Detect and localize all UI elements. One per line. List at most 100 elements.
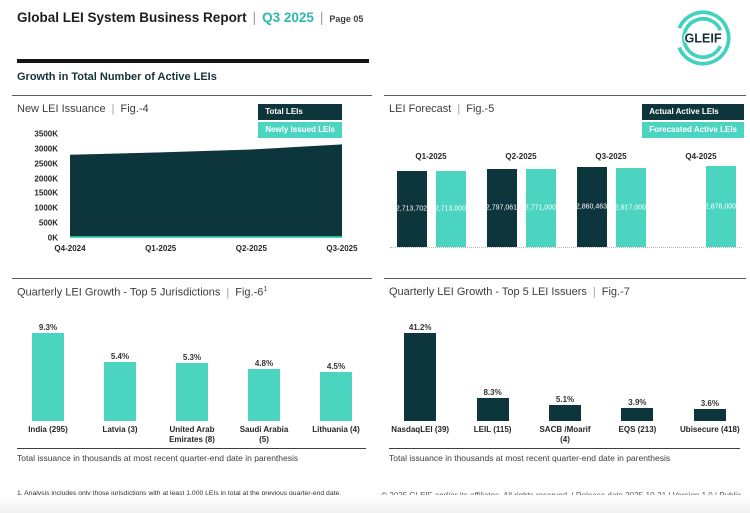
bar-value-label: 2,878,000	[704, 203, 737, 211]
title-separator: |	[111, 103, 115, 115]
y-axis-tick: 3500K	[34, 129, 58, 139]
bar-column: 3.9%	[601, 323, 673, 421]
bar-value-label: 3.9%	[628, 398, 647, 408]
chart-title-text: New LEI Issuance	[17, 103, 106, 115]
legend-fig5: Actual Active LEIs Forecasted Active LEIs	[642, 104, 744, 138]
bar-value-label: 9.3%	[38, 323, 58, 332]
bar-column: 5.4%	[84, 323, 156, 421]
bar-latvia-3-	[104, 362, 136, 421]
bar-value-label: 4.8%	[254, 358, 274, 368]
bar-actual-active-leis: 2,860,463	[575, 166, 608, 247]
bar-forecasted-active-leis: 2,817,000	[614, 168, 647, 247]
bar-value-label: 2,797,061	[485, 204, 518, 212]
bar-column: 5.3%	[156, 323, 228, 421]
bar-group-bars: 2,797,061 2,771,000	[480, 164, 562, 247]
category-axis-fig6: India (295) Latvia (3) United Arab Emirate…	[12, 425, 372, 445]
category-label: Lithuania (4)	[312, 425, 360, 434]
bar-value-label: 3.6%	[700, 398, 719, 408]
x-axis: Q4-2024 Q1-2025 Q2-2025 Q3-2025	[54, 244, 357, 256]
bar-column: 4.8%	[228, 323, 300, 421]
category-label: Ubisecure (418)	[680, 425, 740, 434]
category-label: EQS (213)	[618, 425, 657, 434]
bar-group-label: Q2-2025	[505, 152, 537, 161]
header-separator: |	[319, 10, 324, 25]
area-series-total-leis	[70, 144, 342, 238]
bar-column: 9.3%	[12, 323, 84, 421]
bar-actual-active-leis: 2,713,702	[396, 171, 427, 247]
category-label: SACB /Moarif (4)	[539, 425, 591, 444]
chart-title-text: Quarterly LEI Growth - Top 5 LEI Issuers	[389, 286, 587, 298]
bar-chart-fig6: 9.3% 5.4% 5.3% 4.8% 4.5%	[12, 323, 372, 421]
bar-group-label: Q1-2025	[415, 152, 447, 161]
analysis-footnote: 1. Analysis includes only those jurisdic…	[17, 490, 342, 497]
bar-lithuania-4-	[320, 371, 352, 421]
grouped-bar-chart-fig5: Q1-2025 2,713,702 2,713,000 Q2-2025 2,797,06…	[390, 152, 742, 248]
category-label: NasdaqLEI (39)	[391, 425, 450, 434]
bar-group-q4-2025: Q4-2025 2,878,000	[660, 152, 742, 247]
category-label: India (295)	[28, 425, 68, 434]
bar-actual-active-leis: 2,797,061	[485, 168, 518, 247]
chart-note-fig7: Total issuance in thousands at most rece…	[389, 448, 740, 463]
bar-united-arab-emirates-8-	[176, 363, 208, 421]
figure-footnote-marker: 1	[263, 286, 268, 293]
bar-forecasted-active-leis: 2,771,000	[524, 169, 557, 247]
bar-eqs-213-	[621, 408, 654, 421]
bar-group-q1-2025: Q1-2025 2,713,702 2,713,000	[390, 152, 472, 247]
figure-label: Fig.-7	[601, 286, 630, 298]
figure-label: Fig.-5	[466, 103, 495, 115]
legend-item-actual-active-leis: Actual Active LEIs	[642, 104, 744, 120]
bar-value-label: 2,771,000	[524, 204, 557, 212]
chart-title-fig6: Quarterly LEI Growth - Top 5 Jurisdictio…	[17, 286, 372, 299]
legend-fig4: Total LEIs Newly Issued LEIs	[258, 104, 342, 138]
copyright-footer: © 2025 GLEIF and/or its affiliates. All …	[381, 491, 741, 500]
header-divider	[17, 59, 369, 63]
bar-value-label: 41.2%	[408, 323, 432, 332]
chart-title-fig7: Quarterly LEI Growth - Top 5 LEI Issuers…	[389, 286, 746, 298]
category-label: Latvia (3)	[102, 425, 138, 434]
report-header: Global LEI System Business Report | Q3 202…	[17, 10, 363, 25]
legend-item-forecasted-active-leis: Forecasted Active LEIs	[642, 122, 744, 138]
panel-new-lei-issuance: New LEI Issuance | Fig.-4 Total LEIs Newly …	[12, 95, 372, 278]
bar-group-label: Q3-2025	[595, 152, 627, 161]
y-axis-tick: 500K	[38, 218, 58, 228]
bar-column: 5.1%	[529, 323, 601, 421]
y-axis-tick: 3000K	[34, 144, 58, 154]
gleif-logo-inner-ring	[682, 17, 724, 59]
page-number: Page 05	[329, 14, 364, 24]
y-axis-tick: 1500K	[34, 188, 58, 198]
chart-note-fig6: Total issuance in thousands at most rece…	[17, 448, 366, 463]
section-title: Growth in Total Number of Active LEIs	[17, 71, 217, 83]
bar-group-q2-2025: Q2-2025 2,797,061 2,771,000	[480, 152, 562, 247]
bar-value-label: 2,817,000	[614, 204, 647, 212]
bar-group-bars: 2,713,702 2,713,000	[390, 164, 472, 247]
bar-value-label: 5.3%	[182, 353, 202, 363]
chart-title-fig5: LEI Forecast | Fig.-5	[389, 103, 746, 115]
gleif-logo-text: GLEIF	[684, 31, 721, 45]
bar-value-label: 2,860,463	[575, 203, 608, 211]
bar-value-label: 4.5%	[326, 361, 346, 371]
chart-title-text: LEI Forecast	[389, 103, 452, 115]
gleif-logo: GLEIF	[675, 10, 731, 66]
chart-title-text: Quarterly LEI Growth - Top 5 Jurisdictio…	[17, 286, 221, 299]
bar-forecasted-active-leis: 2,713,000	[435, 171, 466, 247]
x-axis-tick: Q4-2024	[54, 244, 86, 253]
category-label: United Arab Emirates (8)	[169, 425, 215, 444]
chart-title-fig4: New LEI Issuance | Fig.-4	[17, 103, 372, 115]
bar-group-bars: 2,860,463 2,817,000	[570, 164, 652, 247]
bar-column: 4.5%	[300, 323, 372, 421]
bar-column: 3.6%	[674, 323, 746, 421]
category-label: Saudi Arabia (5)	[239, 425, 289, 444]
y-axis-tick: 0K	[47, 233, 58, 243]
bar-ubisecure-418-	[693, 408, 726, 421]
bar-leil-115-	[476, 398, 509, 421]
bar-group-bars: 2,878,000	[660, 164, 742, 247]
y-axis-tick: 2000K	[34, 174, 58, 184]
bar-india-295-	[32, 333, 64, 421]
figure-label: Fig.-6	[235, 286, 264, 299]
bar-value-label: 5.4%	[110, 352, 130, 362]
x-axis-tick: Q1-2025	[145, 244, 177, 253]
panel-lei-forecast: LEI Forecast | Fig.-5 Actual Active LEIs Fo…	[384, 95, 746, 278]
y-axis: 3500K 3000K 2500K 2000K 1500K 1000K 500K 0K	[18, 130, 64, 243]
x-axis-tick: Q2-2025	[235, 244, 267, 253]
